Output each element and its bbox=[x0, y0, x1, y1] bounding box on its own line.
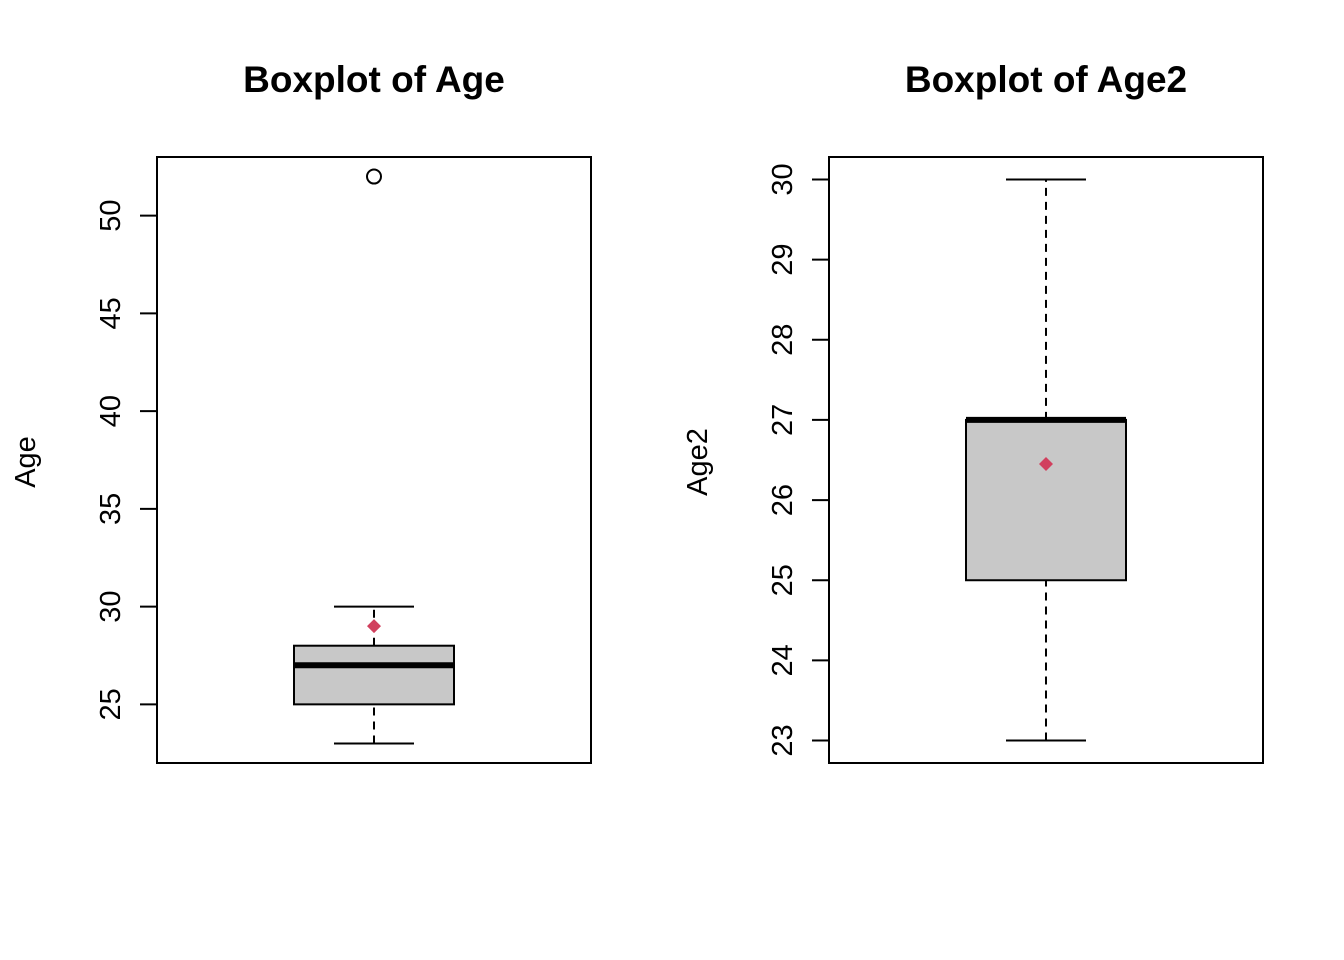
y-tick-label: 30 bbox=[95, 590, 127, 622]
y-tick-label: 23 bbox=[767, 724, 799, 756]
y-axis-label: Age bbox=[10, 436, 42, 488]
y-tick-label: 25 bbox=[767, 564, 799, 596]
chart-title: Boxplot of Age bbox=[243, 59, 505, 100]
y-tick-label: 35 bbox=[95, 493, 127, 525]
y-tick-label: 25 bbox=[95, 688, 127, 720]
y-tick-label: 26 bbox=[767, 484, 799, 516]
y-axis-label: Age2 bbox=[682, 428, 714, 496]
panel-age2: Boxplot of Age2 Age2 23 24 25 26 27 28 29 30 bbox=[682, 59, 1264, 764]
y-tick-label: 27 bbox=[767, 404, 799, 436]
y-tick-label: 28 bbox=[767, 324, 799, 356]
chart-title: Boxplot of Age2 bbox=[905, 59, 1187, 100]
y-tick-label: 50 bbox=[95, 200, 127, 232]
y-tick-label: 40 bbox=[95, 395, 127, 427]
y-tick-label: 30 bbox=[767, 163, 799, 195]
y-tick-label: 24 bbox=[767, 644, 799, 676]
mean-marker bbox=[1039, 457, 1053, 472]
mean-marker bbox=[367, 619, 381, 634]
outlier-point bbox=[366, 168, 382, 185]
iqr-box bbox=[293, 644, 455, 706]
iqr-box bbox=[965, 418, 1127, 582]
y-tick-label: 45 bbox=[95, 297, 127, 329]
y-tick-label: 29 bbox=[767, 243, 799, 275]
panel-age: Boxplot of Age Age 25 30 35 40 45 50 bbox=[10, 59, 592, 764]
